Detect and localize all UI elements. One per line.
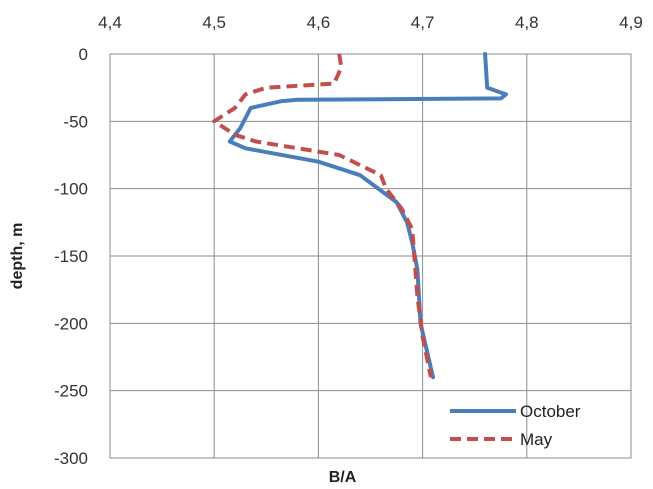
- series-line-may: [212, 53, 433, 378]
- y-tick-label: -100: [54, 180, 88, 199]
- y-tick-label: 0: [79, 45, 88, 64]
- x-tick-label: 4,8: [515, 13, 539, 32]
- y-axis-title: depth, m: [9, 223, 26, 290]
- x-tick-label: 4,6: [307, 13, 331, 32]
- x-axis-title: B/A: [329, 469, 357, 486]
- x-tick-label: 4,4: [98, 13, 122, 32]
- series-line-october: [227, 52, 508, 380]
- y-axis-tick-labels: 0 -50 -100 -150 -200 -250 -300: [54, 45, 88, 468]
- y-tick-label: -250: [54, 382, 88, 401]
- legend: October May: [450, 402, 581, 449]
- x-tick-label: 4,7: [411, 13, 435, 32]
- x-axis-tick-labels: 4,4 4,5 4,6 4,7 4,8 4,9: [98, 13, 643, 32]
- series-layer: [212, 52, 508, 380]
- plot-area-frame: [109, 53, 632, 459]
- legend-label-may: May: [520, 430, 553, 449]
- x-tick-label: 4,9: [619, 13, 643, 32]
- y-tick-label: -300: [54, 449, 88, 468]
- y-tick-label: -150: [54, 247, 88, 266]
- y-tick-label: -50: [63, 112, 88, 131]
- gridlines: [109, 53, 632, 459]
- legend-label-october: October: [520, 402, 581, 421]
- y-tick-label: -200: [54, 314, 88, 333]
- x-tick-label: 4,5: [202, 13, 226, 32]
